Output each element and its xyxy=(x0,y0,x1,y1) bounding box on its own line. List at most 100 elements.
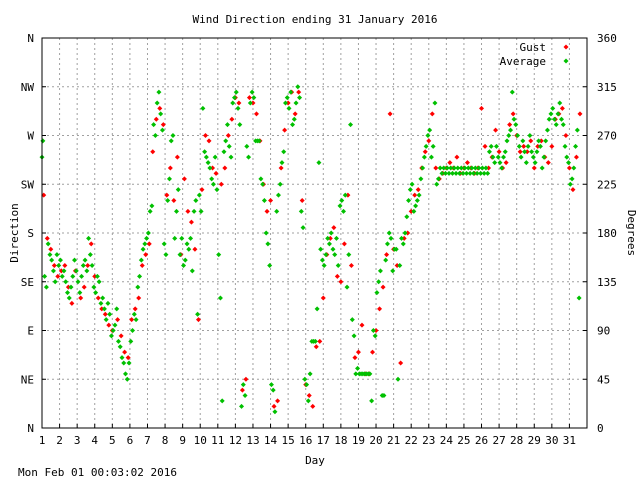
data-point xyxy=(567,181,573,187)
data-point xyxy=(523,160,529,166)
data-point xyxy=(407,187,413,193)
data-point xyxy=(525,143,531,149)
data-point xyxy=(534,149,540,155)
data-point xyxy=(207,165,213,171)
data-point xyxy=(545,160,551,166)
x-tick-label: 17 xyxy=(317,434,330,447)
data-point xyxy=(577,111,583,117)
data-point xyxy=(479,105,485,111)
data-point xyxy=(270,387,276,393)
data-point xyxy=(181,176,187,182)
data-point xyxy=(455,165,461,171)
data-point xyxy=(137,273,143,279)
data-point xyxy=(221,149,227,155)
data-point xyxy=(560,122,566,128)
data-point xyxy=(559,105,565,111)
data-point xyxy=(160,122,166,128)
data-point xyxy=(62,263,68,268)
data-point xyxy=(500,154,506,160)
data-point xyxy=(92,273,98,279)
y-tick-label-left: NW xyxy=(21,81,35,94)
series-gust xyxy=(41,89,583,409)
data-point xyxy=(235,105,241,111)
data-point xyxy=(465,165,471,171)
data-point xyxy=(437,165,443,171)
data-point xyxy=(258,176,264,182)
data-point xyxy=(147,208,153,214)
data-point xyxy=(112,322,118,328)
data-point xyxy=(530,154,536,160)
data-point xyxy=(531,165,537,171)
y-tick-label-left: SE xyxy=(21,276,34,289)
data-point xyxy=(131,311,137,317)
axis-ticks: 1 2 3 4 5 6 7 8 9 10 11 12 13 14 15 16 17 18 19 20 21 22 23 24 2… xyxy=(21,32,617,447)
x-tick-label: 5 xyxy=(109,434,116,447)
x-axis-label: Day xyxy=(305,454,325,467)
data-point xyxy=(167,165,173,171)
x-tick-label: 6 xyxy=(127,434,134,447)
x-tick-label: 16 xyxy=(299,434,312,447)
data-point xyxy=(279,160,285,166)
data-point xyxy=(478,170,484,176)
data-point xyxy=(305,398,311,404)
data-point xyxy=(271,403,277,409)
data-point xyxy=(99,306,105,312)
data-point xyxy=(108,333,114,339)
data-point xyxy=(166,176,172,182)
data-point xyxy=(348,263,354,268)
data-point xyxy=(81,284,87,290)
x-tick-label: 29 xyxy=(528,434,541,447)
data-point xyxy=(507,122,513,128)
x-tick-label: 14 xyxy=(264,434,278,447)
data-point xyxy=(384,252,390,258)
data-point xyxy=(146,241,152,247)
data-point xyxy=(483,165,489,171)
data-point xyxy=(518,154,524,160)
data-point xyxy=(246,95,252,101)
data-point xyxy=(573,154,579,160)
data-point xyxy=(117,344,123,350)
y-tick-label-left: E xyxy=(27,325,34,338)
y-tick-label-right: 180 xyxy=(597,227,617,240)
data-point xyxy=(390,268,396,274)
data-point xyxy=(404,214,410,220)
data-point xyxy=(337,203,343,209)
data-point xyxy=(77,290,83,296)
data-point xyxy=(405,230,411,236)
data-point xyxy=(156,89,162,95)
data-point xyxy=(115,317,121,323)
data-point xyxy=(327,235,333,241)
y-tick-label-left: N xyxy=(27,32,34,45)
data-point xyxy=(182,257,188,263)
data-point xyxy=(493,143,499,149)
y-tick-label-left: N xyxy=(27,422,34,435)
data-point xyxy=(184,241,190,247)
data-point xyxy=(374,290,380,296)
data-point xyxy=(521,143,527,149)
data-point xyxy=(497,160,503,166)
data-point xyxy=(346,252,352,258)
data-point xyxy=(291,116,297,122)
data-series xyxy=(39,84,583,415)
data-point xyxy=(57,257,63,263)
data-point xyxy=(339,198,345,203)
data-point xyxy=(408,208,414,214)
data-point xyxy=(209,176,215,182)
data-point xyxy=(520,138,526,144)
data-point xyxy=(171,198,177,203)
series-average xyxy=(39,84,582,415)
data-point xyxy=(105,300,111,306)
data-point xyxy=(393,246,399,252)
data-point xyxy=(256,138,262,144)
data-point xyxy=(48,246,54,252)
data-point xyxy=(88,241,94,247)
data-point xyxy=(61,268,67,274)
data-point xyxy=(188,235,194,241)
data-point xyxy=(332,252,338,258)
data-point xyxy=(370,349,376,355)
x-tick-label: 25 xyxy=(457,434,470,447)
data-point xyxy=(381,393,387,398)
data-point xyxy=(192,246,198,252)
y-axis-label-left: Direction xyxy=(8,203,21,263)
